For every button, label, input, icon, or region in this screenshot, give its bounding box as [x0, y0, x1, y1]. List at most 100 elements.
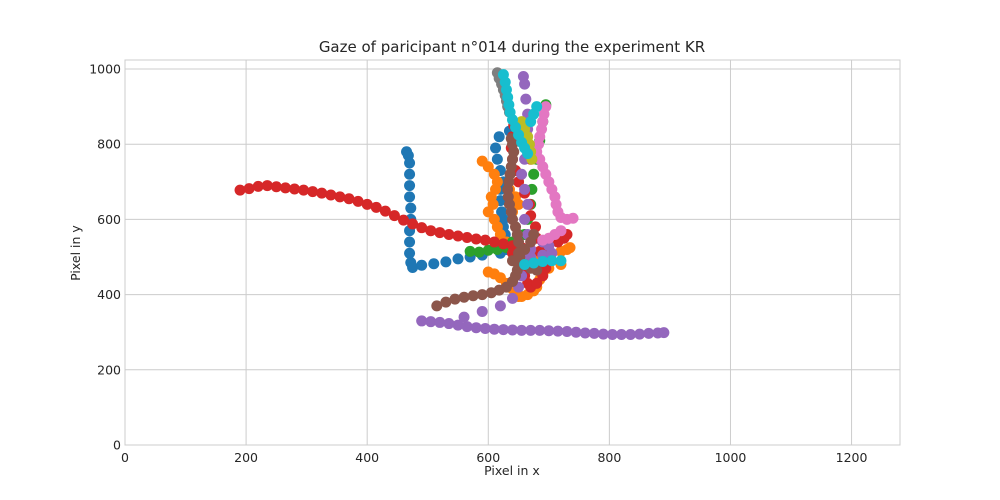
- gaze-point: [361, 198, 373, 210]
- gaze-point: [425, 225, 437, 237]
- gaze-point: [404, 191, 416, 203]
- gaze-point: [658, 327, 670, 339]
- gaze-point: [467, 290, 479, 302]
- gaze-point: [404, 168, 416, 180]
- gaze-point: [507, 292, 518, 304]
- gaze-point: [379, 205, 391, 217]
- x-tick-label: 1000: [715, 450, 747, 465]
- gaze-point: [490, 142, 502, 154]
- gaze-point: [528, 257, 540, 269]
- gaze-point: [516, 168, 528, 180]
- gaze-point: [491, 153, 503, 165]
- gaze-point: [497, 238, 509, 250]
- y-tick-label: 800: [97, 137, 121, 152]
- y-tick-label: 400: [97, 287, 121, 302]
- gaze-point: [482, 244, 494, 256]
- gaze-point: [493, 131, 505, 143]
- gaze-point: [488, 323, 500, 335]
- gaze-point: [476, 289, 488, 301]
- x-tick-label: 600: [476, 450, 500, 465]
- gaze-point: [425, 316, 437, 328]
- gaze-point: [519, 183, 531, 195]
- gaze-point: [482, 266, 494, 278]
- gaze-point: [458, 311, 470, 323]
- gaze-point: [579, 327, 591, 339]
- gaze-point: [234, 184, 246, 196]
- gaze-point: [513, 247, 525, 259]
- gaze-point: [507, 324, 518, 336]
- gaze-point: [567, 212, 579, 224]
- gaze-point: [270, 181, 282, 193]
- x-tick-label: 400: [355, 450, 379, 465]
- x-tick-label: 200: [234, 450, 258, 465]
- gaze-point: [443, 318, 455, 330]
- gaze-point: [464, 245, 476, 257]
- gaze-point: [555, 255, 567, 267]
- gaze-point: [479, 322, 491, 334]
- gaze-point: [564, 242, 576, 254]
- gaze-series-5: [416, 71, 670, 340]
- gaze-point: [476, 306, 488, 318]
- gaze-point: [388, 210, 400, 222]
- gaze-point: [352, 195, 364, 207]
- gaze-point: [497, 324, 509, 336]
- gaze-point: [449, 293, 461, 305]
- x-tick-label: 800: [597, 450, 621, 465]
- gaze-point: [405, 202, 417, 214]
- gaze-point: [570, 326, 582, 338]
- gaze-point: [316, 187, 328, 199]
- gaze-point: [528, 228, 540, 240]
- gaze-point: [528, 168, 540, 180]
- gaze-point: [443, 228, 455, 240]
- gaze-point: [416, 222, 428, 234]
- y-tick-label: 1000: [89, 62, 121, 77]
- gaze-point: [561, 325, 573, 337]
- gaze-point: [404, 247, 416, 259]
- tick-labels: 0 200 400 600 800 1000 1200 0 200 400 600 800 1000: [89, 62, 867, 465]
- gaze-point: [516, 324, 528, 336]
- gaze-point: [479, 234, 491, 246]
- gaze-point: [470, 233, 482, 245]
- gaze-series-10: [497, 69, 567, 271]
- gaze-point: [298, 184, 310, 196]
- gaze-point: [519, 213, 531, 225]
- plot-frame: [124, 59, 901, 446]
- gaze-point: [470, 322, 482, 334]
- gaze-point: [289, 183, 301, 195]
- gaze-point: [537, 256, 549, 268]
- gaze-point: [458, 291, 470, 303]
- gaze-point: [431, 300, 443, 312]
- gaze-point: [488, 236, 500, 248]
- gaze-point: [552, 325, 564, 337]
- gaze-point: [307, 186, 319, 198]
- gaze-point: [519, 259, 531, 271]
- x-tick-label: 1200: [836, 450, 868, 465]
- gaze-point: [522, 148, 534, 160]
- gaze-point: [496, 206, 508, 218]
- x-tick-label: 0: [121, 450, 129, 465]
- gaze-point: [434, 227, 446, 239]
- gaze-point: [452, 319, 464, 331]
- gaze-point: [334, 191, 346, 203]
- gaze-point: [517, 71, 529, 83]
- gaze-point: [482, 161, 494, 173]
- gaze-point: [643, 327, 655, 339]
- gaze-point: [279, 182, 291, 194]
- gaze-point: [370, 201, 382, 213]
- gaze-point: [416, 315, 428, 327]
- y-tick-label: 200: [97, 362, 121, 377]
- gaze-point: [461, 321, 473, 333]
- gaze-point: [473, 246, 485, 258]
- gaze-point: [588, 327, 600, 339]
- gaze-point: [534, 324, 546, 336]
- gaze-point: [252, 180, 264, 192]
- gaze-point: [634, 328, 646, 340]
- gaze-point: [625, 328, 637, 340]
- gaze-point: [398, 214, 410, 226]
- x-axis-label: Pixel in x: [484, 463, 540, 478]
- gaze-series-7: [531, 101, 579, 246]
- gaze-point: [531, 277, 543, 289]
- gaze-point: [407, 262, 419, 274]
- chart-title: Gaze of paricipant n°014 during the expe…: [319, 38, 705, 56]
- gaze-point: [452, 230, 464, 242]
